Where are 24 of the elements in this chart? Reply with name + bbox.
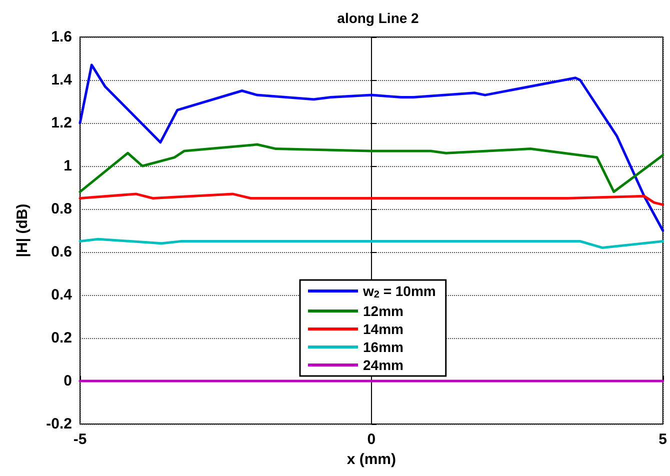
line-series	[78, 64, 664, 232]
y-tick-label: 1.6	[51, 28, 72, 46]
y-tick-label: 0.2	[51, 330, 72, 346]
legend-label: 12mm	[363, 303, 404, 319]
x-tick-label: -5	[73, 431, 87, 448]
y-tick-label: -0.2	[46, 416, 72, 432]
y-tick-label: 1.4	[51, 72, 73, 88]
legend-label: 14mm	[363, 321, 404, 337]
line-series	[78, 143, 664, 194]
y-axis-title: |H| (dB)	[14, 204, 31, 258]
x-tick-label: 5	[658, 431, 667, 448]
y-tick-label: 0.6	[51, 244, 72, 260]
x-axis-title: x (mm)	[346, 451, 396, 468]
y-tick-label: 0.4	[51, 286, 73, 304]
y-tick-label: 1	[64, 158, 72, 174]
legend-label: 24mm	[363, 357, 404, 373]
y-tick-label: 1.2	[51, 114, 72, 132]
legend-label: 16mm	[363, 339, 404, 355]
line-series	[78, 238, 664, 249]
chart-title: along Line 2	[337, 10, 420, 26]
x-tick-label: 0	[367, 431, 376, 448]
y-tick-label: 0.8	[51, 200, 72, 218]
line-series	[78, 192, 664, 206]
y-tick-label: 0	[64, 372, 72, 390]
